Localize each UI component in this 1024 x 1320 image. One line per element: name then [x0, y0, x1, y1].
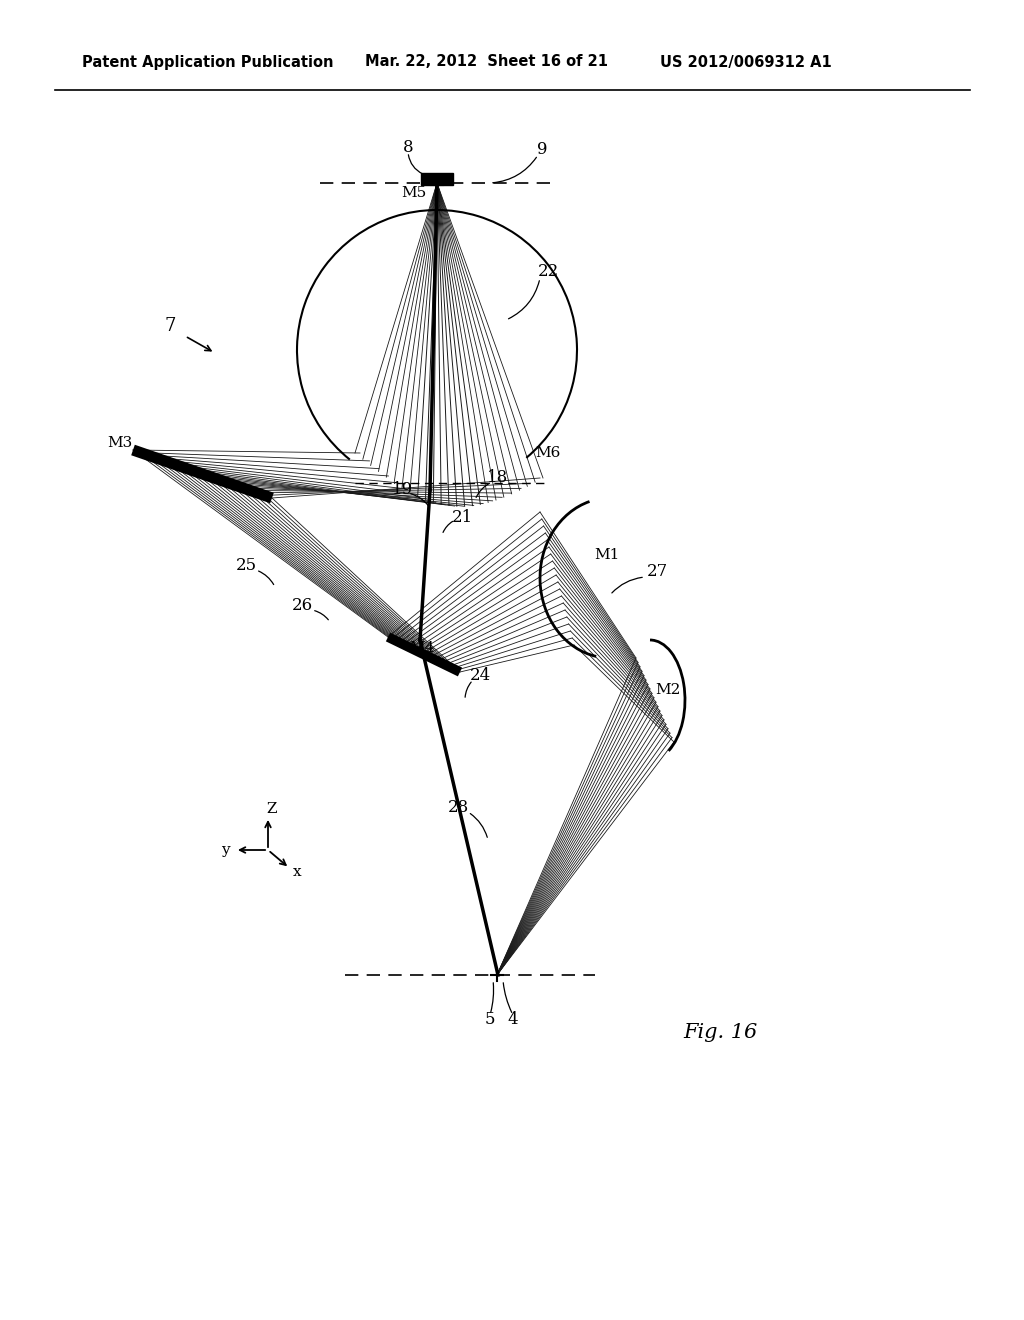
Text: 9: 9: [537, 141, 547, 158]
Text: M1: M1: [594, 548, 620, 562]
Text: 27: 27: [646, 564, 668, 581]
Text: x: x: [293, 865, 302, 879]
Text: Z: Z: [266, 803, 278, 816]
Text: Fig. 16: Fig. 16: [683, 1023, 757, 1043]
Text: M6: M6: [536, 446, 561, 459]
Text: M2: M2: [655, 682, 681, 697]
Text: Mar. 22, 2012  Sheet 16 of 21: Mar. 22, 2012 Sheet 16 of 21: [365, 54, 608, 70]
Text: 21: 21: [452, 508, 473, 525]
Text: 26: 26: [292, 598, 312, 615]
Text: 18: 18: [487, 469, 509, 486]
Text: 28: 28: [447, 800, 469, 817]
Text: Patent Application Publication: Patent Application Publication: [82, 54, 334, 70]
Text: 8: 8: [402, 139, 414, 156]
Text: 24: 24: [469, 668, 490, 685]
Text: 19: 19: [391, 482, 413, 499]
Text: US 2012/0069312 A1: US 2012/0069312 A1: [660, 54, 831, 70]
Text: y: y: [221, 843, 229, 857]
Text: 22: 22: [538, 264, 559, 281]
Text: 25: 25: [236, 557, 257, 573]
Text: M5: M5: [401, 186, 427, 201]
Text: M4: M4: [410, 642, 434, 655]
Bar: [421, 173, 453, 185]
Text: M3: M3: [108, 436, 133, 450]
Text: 7: 7: [164, 317, 176, 335]
Text: 4: 4: [508, 1011, 518, 1028]
Text: 5: 5: [484, 1011, 496, 1028]
